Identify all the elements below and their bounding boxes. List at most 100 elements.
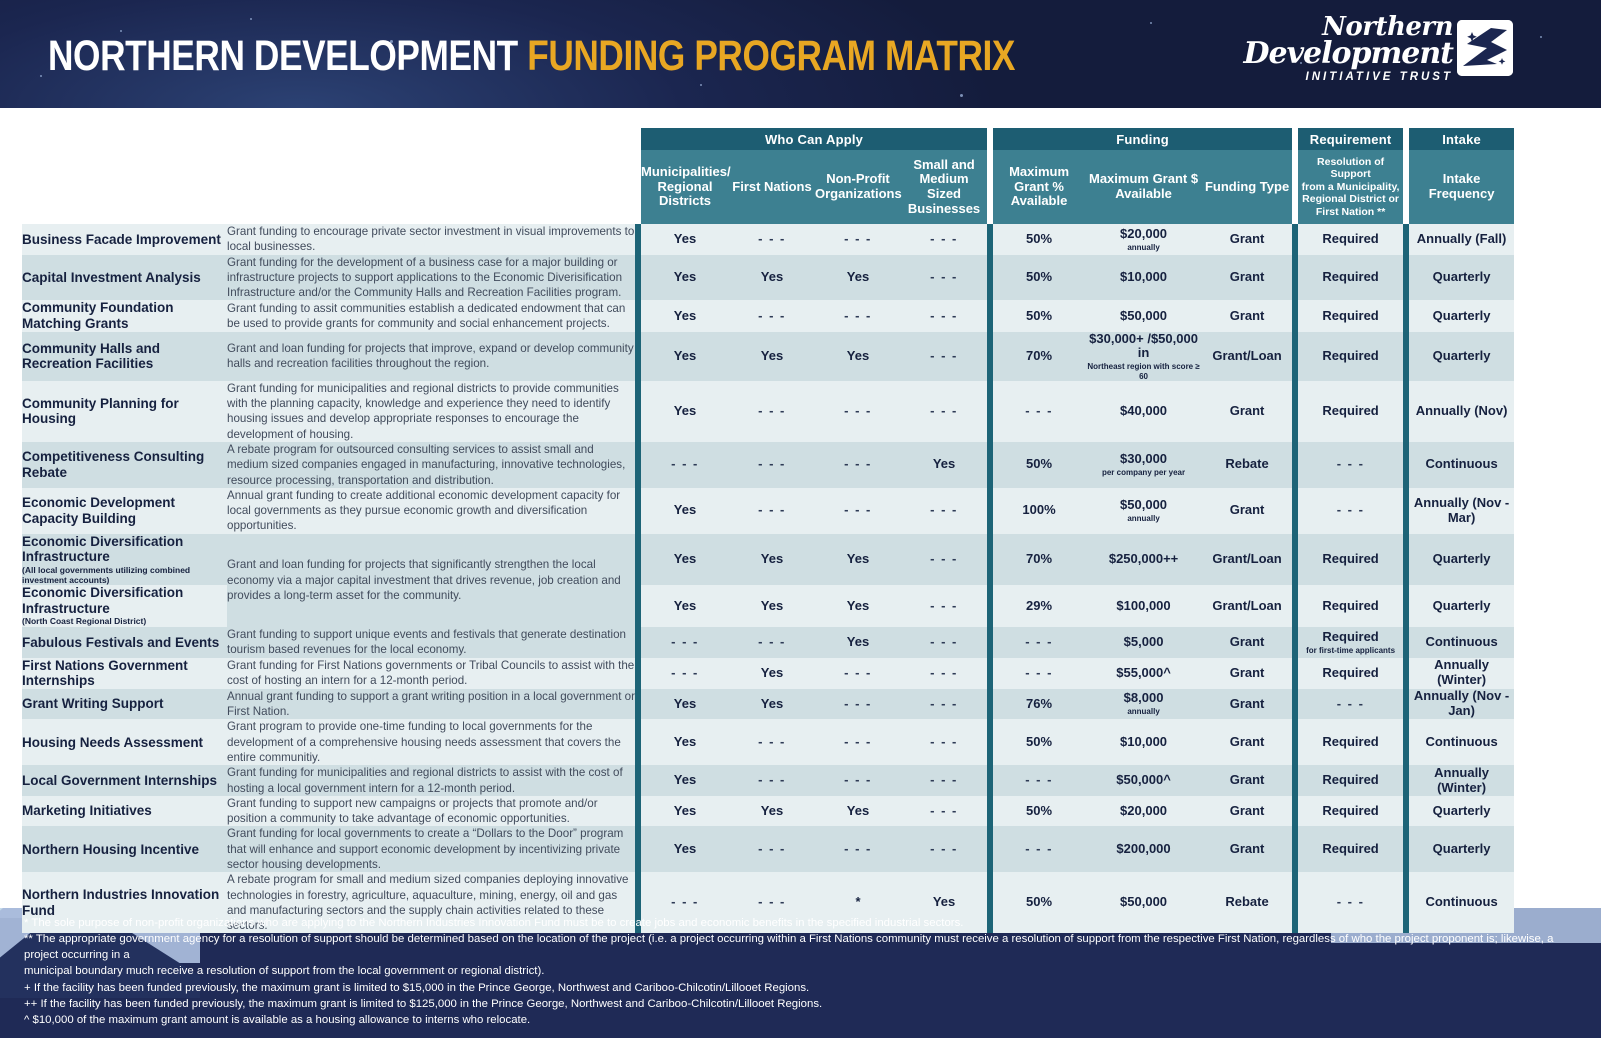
cell-intake-frequency: Annually (Fall)	[1416, 230, 1507, 246]
table-row: Economic Diversification Infrastructure(…	[22, 533, 1515, 628]
column-separator	[987, 585, 994, 628]
cell-intake-frequency: Annually (Winter)	[1434, 764, 1490, 795]
cell-municipalities: Yes	[673, 733, 697, 749]
cell-intake-frequency: Quarterly	[1432, 840, 1491, 856]
logo-river-mark-icon	[1457, 20, 1513, 76]
cell-funding-type: Grant	[1229, 502, 1265, 518]
cell-non-profit: Yes	[846, 551, 870, 567]
column-separator	[1403, 150, 1410, 224]
star-decor	[250, 18, 252, 20]
cell-small-medium-business: Yes	[932, 456, 956, 472]
header-line: Maximum Grant $	[1089, 171, 1199, 187]
column-separator	[1292, 657, 1299, 689]
column-separator	[635, 795, 641, 827]
cell-max-grant-percent: 50%	[1026, 733, 1053, 749]
cell-max-grant-amount: $20,000	[1120, 802, 1168, 818]
program-description: Grant and loan funding for projects that…	[227, 533, 635, 628]
column-separator	[987, 657, 994, 689]
program-name-subtitle: (All local governments utilizing combine…	[22, 564, 191, 585]
cell-max-grant-percent: 50%	[1026, 894, 1053, 910]
cell-funding-type: Grant	[1229, 402, 1265, 418]
program-name: Business Facade Improvement	[22, 231, 221, 247]
column-separator	[1403, 627, 1410, 658]
cell-first-nations: - - -	[758, 502, 786, 518]
table-row: Competitiveness Consulting Rebate A rebat…	[22, 441, 1515, 488]
column-separator	[1403, 128, 1410, 150]
program-name: Community Halls and Recreation Facilitie…	[22, 340, 161, 372]
cell-small-medium-business: - - -	[930, 802, 958, 818]
page-header: NORTHERN DEVELOPMENT FUNDING PROGRAM MAT…	[0, 0, 1601, 108]
cell-non-profit: - - -	[844, 733, 872, 749]
cell-non-profit: - - -	[844, 230, 872, 246]
group-header-funding: Funding	[993, 128, 1293, 150]
cell-small-medium-business: - - -	[930, 664, 958, 680]
group-header-intake: Intake	[1409, 128, 1515, 150]
cell-max-grant-amount-value: $30,000+ /$50,000 in	[1089, 330, 1198, 361]
cell-intake-frequency: Quarterly	[1432, 307, 1491, 323]
table-row: Northern Housing Incentive Grant funding …	[22, 826, 1515, 873]
header-line: Small and Medium	[913, 156, 975, 187]
column-separator	[987, 380, 994, 442]
column-separator	[635, 719, 641, 766]
cell-funding-type: Grant/Loan	[1212, 597, 1282, 613]
column-separator	[635, 533, 641, 586]
star-decor	[40, 75, 42, 77]
table-row: Community Planning for Housing Grant fund…	[22, 380, 1515, 442]
header-line: First Nations	[732, 178, 812, 194]
column-header-first-nations: First Nations	[729, 150, 815, 224]
cell-funding-type: Grant	[1229, 307, 1265, 323]
star-decor	[1150, 22, 1152, 24]
column-separator	[1403, 688, 1410, 720]
cell-small-medium-business: - - -	[930, 402, 958, 418]
cell-max-grant-amount: $8,000 annually	[1085, 689, 1202, 720]
column-separator	[635, 872, 641, 934]
cell-first-nations: Yes	[760, 664, 784, 680]
program-description: A rebate program for small and medium si…	[227, 873, 629, 933]
cell-max-grant-amount: $40,000	[1120, 402, 1168, 418]
column-header-spacer	[227, 150, 635, 224]
header-line: Intake Frequency	[1428, 171, 1495, 201]
program-name: Community Foundation Matching Grants	[22, 300, 174, 331]
cell-non-profit: - - -	[844, 840, 872, 856]
column-separator	[987, 254, 994, 301]
column-separator	[987, 224, 994, 255]
logo-line-3: INITIATIVE TRUST	[1305, 70, 1453, 83]
program-description: Grant funding for the development of a b…	[227, 255, 623, 300]
cell-max-grant-amount-note: annually	[1127, 242, 1160, 252]
group-header-row: Who Can Apply Funding Requirement Intake	[22, 128, 1515, 150]
cell-first-nations: Yes	[760, 597, 784, 613]
column-separator	[635, 150, 641, 224]
cell-small-medium-business: - - -	[930, 269, 958, 285]
column-separator	[1292, 150, 1299, 224]
program-description: Grant funding to support unique events a…	[227, 628, 626, 657]
cell-municipalities: Yes	[673, 597, 697, 613]
cell-requirement: Required	[1322, 840, 1379, 856]
cell-max-grant-amount-value: $20,000	[1120, 225, 1168, 241]
group-header-spacer	[227, 128, 635, 150]
cell-max-grant-percent: 50%	[1026, 307, 1053, 323]
cell-requirement: - - -	[1336, 502, 1365, 518]
column-separator	[1292, 688, 1299, 720]
cell-requirement: Required	[1322, 307, 1379, 323]
cell-non-profit: - - -	[844, 307, 872, 323]
cell-max-grant-amount: $50,000^	[1116, 772, 1171, 788]
cell-municipalities: Yes	[673, 307, 697, 323]
program-name: Competitiveness Consulting Rebate	[22, 449, 205, 480]
group-header-spacer	[22, 128, 227, 150]
star-decor	[700, 84, 702, 86]
star-decor	[1540, 36, 1542, 38]
column-header-row: Municipalities/ Regional Districts First…	[22, 150, 1515, 224]
cell-non-profit: Yes	[846, 597, 870, 613]
cell-municipalities: Yes	[673, 802, 697, 818]
cell-municipalities: Yes	[673, 551, 697, 567]
cell-max-grant-amount: $10,000	[1120, 269, 1168, 285]
column-separator	[1292, 719, 1299, 766]
header-line: Available	[1010, 193, 1068, 209]
cell-max-grant-amount: $50,000	[1120, 307, 1168, 323]
cell-municipalities: Yes	[673, 269, 697, 285]
cell-funding-type: Grant	[1229, 733, 1265, 749]
table-row: Business Facade Improvement Grant funding…	[22, 224, 1515, 255]
program-description: Annual grant funding to create additiona…	[227, 488, 621, 533]
cell-intake-frequency: Quarterly	[1432, 347, 1491, 363]
footnote-double-asterisk-cont: municipal boundary much receive a resolu…	[24, 965, 545, 978]
